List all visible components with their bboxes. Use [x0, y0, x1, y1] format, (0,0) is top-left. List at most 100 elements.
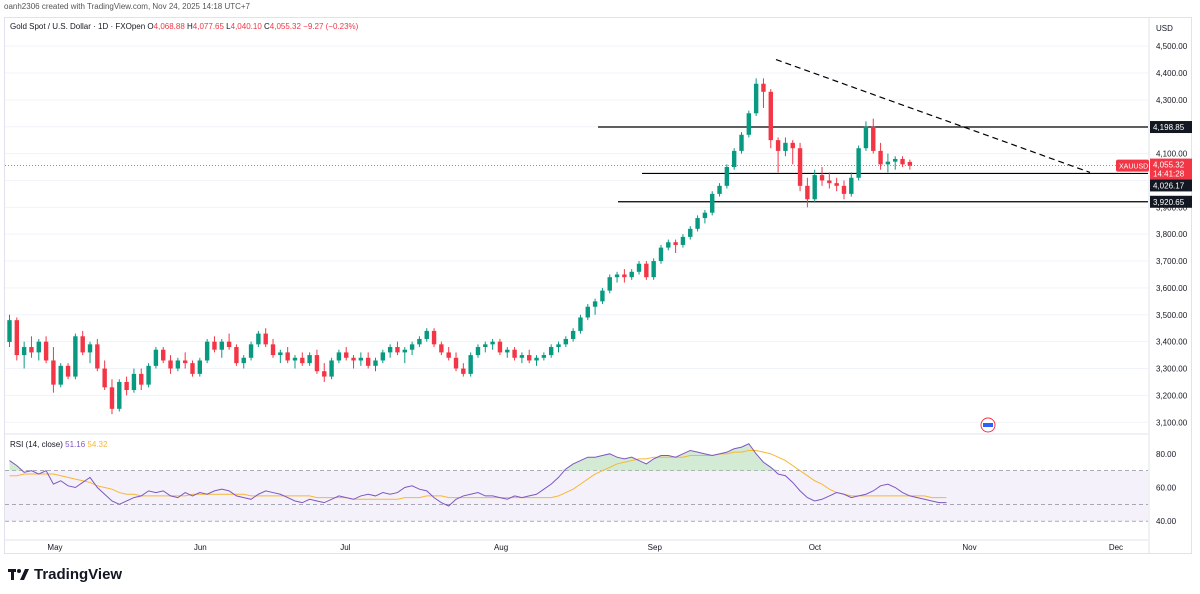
symbol-badge: XAUUSD	[1119, 164, 1148, 171]
candle-body	[182, 360, 188, 364]
candle-body	[834, 183, 839, 186]
time-label: Jun	[194, 543, 207, 552]
rsi-line	[9, 443, 947, 507]
time-label: Jul	[340, 543, 350, 552]
candle-body	[344, 352, 349, 358]
candle-body	[856, 148, 861, 178]
candle-body	[607, 277, 612, 291]
candle-body	[585, 306, 590, 318]
candle-body	[731, 150, 737, 168]
candle-body	[622, 274, 627, 278]
candle-body	[527, 355, 532, 361]
price-tick-label: 3,600.00	[1156, 284, 1188, 293]
candle-body	[36, 341, 41, 353]
candle-body	[885, 161, 891, 165]
trendline-layer	[775, 58, 1091, 173]
chart-frame	[4, 17, 1192, 554]
candle-body	[351, 357, 356, 361]
price-tick-label: 3,500.00	[1156, 311, 1188, 320]
candle-body	[270, 344, 276, 356]
main-legend[interactable]: Gold Spot / U.S. Dollar · 1D · FXOpen O4…	[10, 22, 358, 31]
candle-body	[146, 365, 151, 385]
candle-body	[688, 228, 693, 237]
candle-body	[512, 349, 517, 358]
rsi-legend[interactable]: RSI (14, close) 51.16 54.32	[10, 440, 107, 449]
candle-body	[358, 357, 364, 361]
candle-body	[563, 338, 569, 345]
candle-body	[241, 357, 246, 364]
candle-body	[797, 148, 803, 186]
low-label: L	[226, 22, 231, 31]
candle-body	[446, 352, 451, 358]
price-tick-label: 4,500.00	[1156, 42, 1188, 51]
candle-body	[497, 341, 503, 353]
candle-body	[58, 365, 63, 385]
candle-body	[570, 330, 576, 339]
candle-body	[658, 247, 664, 262]
time-label: May	[47, 543, 62, 552]
candle-body	[365, 357, 371, 366]
candle-body	[724, 167, 730, 186]
open-label: O	[147, 22, 154, 31]
candle-body	[819, 175, 825, 181]
candle-body	[395, 347, 400, 353]
price-tick-label: 3,100.00	[1156, 418, 1188, 427]
candle-body	[278, 352, 283, 356]
candle-body	[812, 175, 817, 200]
candle-body	[534, 357, 539, 361]
level-high-badge: 4,198.85	[1153, 123, 1185, 132]
candle-body	[43, 341, 49, 361]
candle-body	[629, 271, 634, 278]
close-value: 4,055.32	[269, 22, 301, 31]
candle-body	[666, 242, 671, 248]
candle-body	[226, 341, 232, 348]
candle-body	[307, 355, 312, 364]
symbol-badge-bg	[1116, 159, 1149, 172]
candle-body	[505, 349, 510, 353]
rsi-band	[5, 470, 1148, 522]
tradingview-brand[interactable]: TradingView	[8, 566, 122, 583]
candle-body	[197, 360, 203, 374]
candle-body	[753, 83, 759, 114]
price-axis: 4,500.004,400.004,300.004,200.004,100.00…	[1148, 17, 1188, 554]
rsi-label: RSI (14, close)	[10, 440, 63, 449]
candle-body	[600, 290, 605, 302]
candle-body	[453, 357, 459, 369]
level-high-badge-bg	[1150, 121, 1192, 134]
candle-body	[21, 347, 27, 356]
price-tick-label: 3,900.00	[1156, 203, 1188, 212]
candle-body	[51, 360, 56, 385]
candle-body	[329, 360, 334, 377]
price-tick-label: 3,200.00	[1156, 391, 1188, 400]
candle-body	[849, 177, 854, 194]
candle-body	[109, 387, 115, 409]
low-value: 4,040.10	[230, 22, 262, 31]
candle-body	[80, 336, 85, 353]
candle-body	[117, 381, 122, 409]
candle-body	[614, 274, 620, 278]
candle-body	[461, 368, 466, 374]
candle-body	[636, 263, 642, 272]
rsi-tick-label: 40.00	[1156, 517, 1177, 526]
candle-body	[827, 180, 832, 184]
open-value: 4,068.88	[153, 22, 185, 31]
price-tick-label: 3,300.00	[1156, 365, 1188, 374]
candle-body	[402, 349, 407, 353]
candle-body	[14, 320, 20, 356]
candle-body	[673, 242, 678, 245]
candle-body	[256, 333, 261, 345]
time-label: Aug	[494, 543, 508, 552]
candle-body	[878, 150, 883, 165]
price-badges: 4,198.85 4,026.17 3,920.65 XAUUSD 4,055.3214…	[980, 121, 1192, 433]
candle-body	[644, 263, 649, 278]
candle-body	[285, 352, 290, 361]
price-tick-label: 4,100.00	[1156, 150, 1188, 159]
price-tick-label: 3,800.00	[1156, 230, 1188, 239]
candle-body	[746, 113, 752, 135]
candle-body	[651, 261, 656, 278]
symbol-title: Gold Spot / U.S. Dollar · 1D · FXOpen	[10, 22, 146, 31]
candle-body	[204, 341, 210, 361]
candle-body	[65, 365, 71, 377]
candle-body	[292, 357, 298, 361]
